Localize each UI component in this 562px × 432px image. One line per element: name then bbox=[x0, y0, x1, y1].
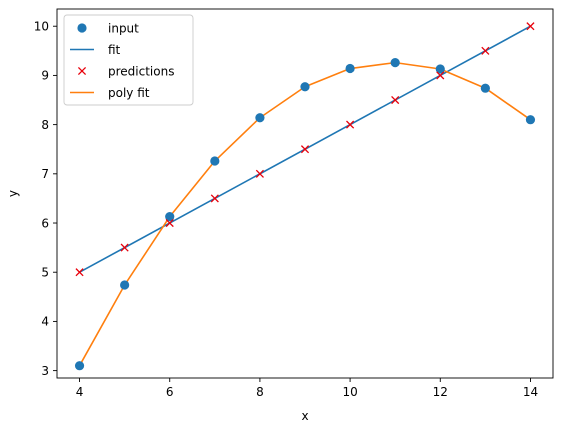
axes-layer: 4 6 8 10 12 14 3 4 5 6 7 8 9 10 bbox=[34, 8, 554, 399]
legend-label-fit: fit bbox=[108, 43, 121, 57]
point-input-1 bbox=[120, 280, 130, 290]
y-tick-label-3: 3 bbox=[41, 364, 49, 378]
legend-handle-predictions bbox=[77, 66, 87, 76]
y-axis-label: y bbox=[6, 190, 20, 197]
point-input-5 bbox=[300, 82, 310, 92]
legend: input fit predictions poly fit bbox=[63, 14, 194, 106]
point-predictions-10 bbox=[526, 22, 535, 31]
legend-label-poly-fit: poly fit bbox=[108, 86, 150, 100]
point-input-8 bbox=[435, 64, 445, 74]
y-tick-label-9: 9 bbox=[41, 69, 49, 83]
y-tick-label-7: 7 bbox=[41, 167, 49, 181]
x-tick-label-14: 14 bbox=[523, 385, 538, 399]
point-predictions-7 bbox=[391, 95, 400, 105]
point-predictions-5 bbox=[300, 145, 310, 154]
point-predictions-6 bbox=[346, 120, 355, 129]
y-tick-label-10: 10 bbox=[34, 20, 49, 34]
point-input-9 bbox=[480, 83, 490, 93]
x-axis-label: x bbox=[301, 409, 308, 423]
legend-label-predictions: predictions bbox=[108, 64, 174, 78]
point-input-6 bbox=[345, 63, 355, 74]
point-predictions-2 bbox=[165, 218, 174, 228]
point-predictions-8 bbox=[436, 71, 445, 80]
point-input-4 bbox=[255, 113, 265, 123]
axes-frame bbox=[56, 8, 554, 379]
series-layer bbox=[74, 22, 536, 371]
x-tick-label-8: 8 bbox=[256, 385, 264, 399]
legend-label-input: input bbox=[108, 21, 139, 35]
legend-box bbox=[63, 14, 194, 106]
y-tick-label-6: 6 bbox=[41, 216, 49, 230]
point-input-0 bbox=[74, 361, 85, 371]
legend-handle-input bbox=[77, 23, 87, 33]
point-predictions-4 bbox=[255, 169, 264, 178]
point-input-7 bbox=[390, 58, 400, 68]
x-tick-label-6: 6 bbox=[166, 385, 174, 399]
x-tick-label-12: 12 bbox=[433, 385, 448, 399]
x-tick-label-10: 10 bbox=[342, 385, 357, 399]
y-tick-label-4: 4 bbox=[41, 315, 49, 329]
point-predictions-1 bbox=[120, 243, 129, 252]
point-predictions-3 bbox=[210, 194, 219, 203]
point-predictions-9 bbox=[481, 46, 490, 55]
y-tick-label-5: 5 bbox=[41, 266, 49, 280]
y-tick-label-8: 8 bbox=[41, 118, 49, 132]
point-predictions-0 bbox=[75, 268, 84, 277]
point-input-3 bbox=[210, 156, 220, 166]
point-input-2 bbox=[165, 212, 175, 222]
point-input-10 bbox=[525, 115, 536, 125]
x-tick-label-4: 4 bbox=[76, 385, 84, 399]
